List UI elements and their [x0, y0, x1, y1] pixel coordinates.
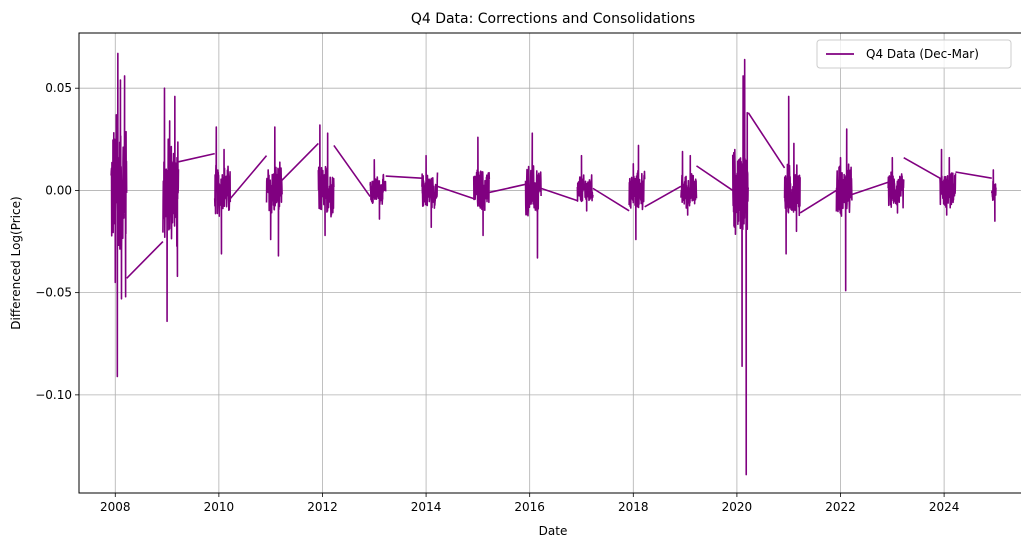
x-tick-label: 2012: [307, 500, 338, 514]
x-tick-label: 2016: [514, 500, 545, 514]
series-segment: [524, 132, 542, 259]
x-tick-label: 2008: [100, 500, 131, 514]
series-bridge: [281, 142, 319, 181]
series-segment: [731, 58, 750, 476]
series-bridge: [644, 185, 682, 208]
series-layer: [110, 52, 997, 476]
series-segment: [162, 87, 180, 323]
series-segment: [369, 158, 387, 220]
series-bridge: [540, 187, 578, 202]
y-tick-label: 0.05: [45, 81, 72, 95]
series-bridge: [333, 144, 371, 198]
legend-label: Q4 Data (Dec-Mar): [866, 47, 979, 61]
series-bridge: [903, 157, 941, 179]
series-segment: [265, 126, 283, 257]
y-tick-label: 0.00: [45, 183, 72, 197]
series-segment: [990, 169, 997, 222]
x-tick-label: 2018: [618, 500, 649, 514]
x-tick-label: 2014: [411, 500, 442, 514]
series-bridge: [229, 155, 268, 200]
y-axis: 0.05 0.00 −0.05 −0.10: [35, 81, 79, 402]
series-bridge: [955, 171, 992, 179]
series-bridge: [747, 112, 786, 169]
series-bridge: [851, 181, 889, 196]
series-bridge: [437, 185, 474, 200]
plot-frame: [78, 32, 1021, 494]
series-bridge: [178, 152, 215, 163]
series-bridge: [385, 175, 422, 179]
series-segment: [472, 136, 491, 237]
series-segment: [317, 124, 335, 237]
y-tick-label: −0.10: [35, 388, 72, 402]
series-bridge: [696, 165, 734, 192]
y-axis-label: Differenced Log(Price): [9, 196, 23, 329]
series-bridge: [489, 183, 526, 194]
x-tick-label: 2022: [825, 500, 856, 514]
chart-title: Q4 Data: Corrections and Consolidations: [411, 11, 695, 27]
y-tick-label: −0.05: [35, 286, 72, 300]
series-segment: [421, 154, 439, 229]
series-segment: [680, 150, 698, 216]
x-tick-label: 2020: [722, 500, 753, 514]
x-tick-label: 2010: [204, 500, 235, 514]
x-axis: 2008 2010 2012 2014 2016 2018 2020 2022 2024: [100, 493, 959, 514]
series-segment: [213, 126, 232, 255]
series-bridge: [799, 189, 837, 214]
series-segment: [628, 144, 646, 241]
x-axis-label: Date: [539, 524, 568, 538]
series-segment: [939, 148, 957, 216]
legend-box: [816, 39, 1012, 69]
series-bridge: [592, 187, 630, 212]
x-tick-label: 2024: [929, 500, 960, 514]
series-segment: [835, 128, 853, 292]
series-segment: [887, 156, 905, 214]
series-bridge: [126, 240, 164, 279]
legend: Q4 Data (Dec-Mar): [816, 39, 1012, 69]
grid: [79, 33, 1021, 493]
series-segment: [110, 52, 128, 378]
series-segment: [783, 95, 801, 255]
series-segment: [576, 154, 594, 212]
